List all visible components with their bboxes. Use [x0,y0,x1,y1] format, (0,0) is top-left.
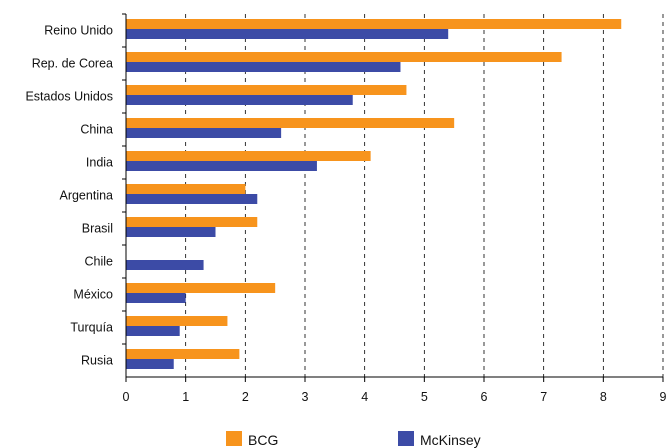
bar-mckinsey-8 [126,260,204,270]
legend: BCG McKinsey [226,431,481,448]
bar-bcg-1 [126,19,622,29]
x-tick-label: 2 [242,390,249,404]
category-label: Reino Unido [44,24,113,38]
bar-mckinsey-6 [126,194,258,204]
category-label: India [86,156,113,170]
bar-bcg-5 [126,151,371,161]
x-tick-label: 4 [361,390,368,404]
x-tick-label: 7 [540,390,547,404]
bar-mckinsey-10 [126,326,180,336]
bars [126,19,622,369]
bar-mckinsey-3 [126,95,353,105]
legend-label-bcg: BCG [248,432,278,448]
bar-bcg-10 [126,316,228,326]
legend-label-mckinsey: McKinsey [420,432,481,448]
x-tick-label: 5 [421,390,428,404]
x-tick-labels: 0 1 2 3 4 5 6 7 8 9 [123,390,666,404]
bar-mckinsey-1 [126,29,449,39]
bar-mckinsey-5 [126,161,317,171]
category-label: Estados Unidos [25,90,113,104]
bar-bcg-7 [126,217,258,227]
category-label: Chile [85,255,114,269]
category-label: China [80,123,113,137]
bar-mckinsey-9 [126,293,186,303]
bar-bcg-2 [126,52,562,62]
legend-swatch-mckinsey [398,431,414,446]
category-label: Rusia [81,354,113,368]
category-label: Argentina [59,189,113,203]
category-label: Turquía [70,321,113,335]
x-tick-label: 9 [660,390,666,404]
bar-bcg-4 [126,118,455,128]
bar-bcg-3 [126,85,407,95]
x-tick-label: 0 [123,390,130,404]
bar-mckinsey-7 [126,227,216,237]
category-label: Rep. de Corea [32,57,113,71]
category-labels: Reino Unido Rep. de Corea Estados Unidos Ch… [25,24,113,368]
x-tick-label: 3 [302,390,309,404]
bar-bcg-9 [126,283,276,293]
axes [122,13,664,382]
x-tick-label: 1 [182,390,189,404]
bar-bcg-11 [126,349,240,359]
category-label: Brasil [82,222,113,236]
bar-mckinsey-4 [126,128,282,138]
bar-bcg-6 [126,184,246,194]
bar-mckinsey-2 [126,62,401,72]
category-label: México [73,288,113,302]
x-tick-label: 6 [481,390,488,404]
x-tick-label: 8 [600,390,607,404]
bar-mckinsey-11 [126,359,174,369]
legend-swatch-bcg [226,431,242,446]
